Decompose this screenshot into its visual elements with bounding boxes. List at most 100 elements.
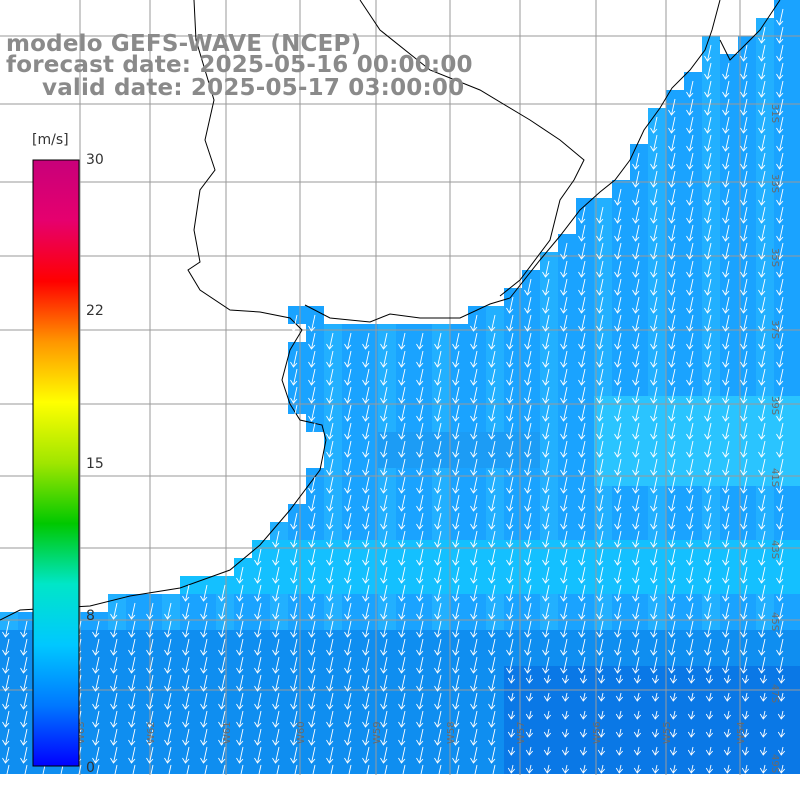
wind-vector	[470, 512, 478, 530]
longitude-label: W62	[146, 721, 157, 744]
wind-vector	[398, 602, 406, 620]
wind-vector	[632, 548, 640, 566]
wind-vector	[686, 170, 694, 188]
wind-vector	[704, 386, 712, 404]
wind-vector	[579, 692, 588, 702]
wind-vector	[758, 152, 766, 170]
wind-vector	[722, 386, 730, 404]
wind-speed-cell	[792, 342, 800, 360]
wind-vector	[506, 530, 514, 548]
wind-vector	[110, 710, 118, 728]
wind-vector	[254, 710, 262, 728]
wind-vector	[668, 368, 676, 386]
wind-speed-cell	[792, 36, 800, 54]
wind-vector	[579, 674, 588, 684]
wind-vector	[344, 494, 352, 512]
wind-vector	[741, 674, 750, 684]
wind-vector	[2, 674, 10, 692]
wind-vector	[434, 458, 442, 476]
wind-vector	[578, 206, 586, 224]
wind-vector	[326, 746, 334, 764]
wind-vector	[578, 584, 586, 602]
wind-vector	[560, 242, 568, 260]
wind-vector	[290, 404, 298, 422]
wind-vector	[110, 602, 118, 620]
wind-vector	[614, 224, 622, 242]
wind-vector	[218, 692, 226, 710]
wind-vector	[542, 368, 550, 386]
wind-vector	[758, 566, 766, 584]
wind-vector	[254, 746, 262, 764]
wind-vector	[344, 458, 352, 476]
wind-vector	[2, 728, 10, 746]
wind-vector	[668, 404, 676, 422]
wind-vector	[633, 674, 642, 684]
wind-vector	[380, 764, 388, 782]
wind-vector	[92, 656, 100, 674]
wind-vector	[2, 710, 10, 728]
wind-vector	[759, 692, 768, 702]
wind-vector	[380, 548, 388, 566]
wind-vector	[615, 746, 624, 756]
wind-vector	[272, 584, 280, 602]
wind-vector	[254, 674, 262, 692]
wind-vector	[200, 728, 208, 746]
wind-vector	[380, 746, 388, 764]
wind-speed-cell	[792, 270, 800, 288]
wind-vector	[470, 404, 478, 422]
wind-vector	[776, 206, 784, 224]
wind-vector	[686, 224, 694, 242]
wind-vector	[488, 710, 496, 728]
wind-vector	[452, 638, 460, 656]
wind-vector	[614, 458, 622, 476]
wind-vector	[704, 206, 712, 224]
wind-vector	[398, 584, 406, 602]
wind-vector	[110, 764, 118, 782]
wind-vector	[182, 620, 190, 638]
wind-vector	[272, 638, 280, 656]
wind-vector	[380, 674, 388, 692]
wind-vector	[272, 602, 280, 620]
wind-vector	[704, 188, 712, 206]
wind-vector	[722, 224, 730, 242]
wind-vector	[704, 530, 712, 548]
wind-vector	[524, 422, 532, 440]
wind-vector	[488, 530, 496, 548]
wind-vector	[344, 620, 352, 638]
wind-vector	[614, 548, 622, 566]
wind-vector	[254, 764, 262, 782]
wind-vector	[452, 476, 460, 494]
wind-vector	[308, 566, 316, 584]
wind-vector	[723, 746, 732, 756]
wind-vector	[614, 512, 622, 530]
wind-vector	[543, 764, 552, 774]
wind-vector	[758, 62, 766, 80]
wind-vector	[560, 584, 568, 602]
wind-vector	[668, 242, 676, 260]
wind-vector	[740, 260, 748, 278]
wind-vector	[507, 674, 516, 684]
wind-vector	[740, 314, 748, 332]
longitude-label: W60	[296, 721, 307, 744]
wind-vector	[686, 80, 694, 98]
wind-vector	[326, 404, 334, 422]
wind-vector	[704, 116, 712, 134]
wind-vector	[578, 638, 586, 656]
wind-vector	[686, 116, 694, 134]
wind-vector	[416, 566, 424, 584]
wind-vector	[578, 440, 586, 458]
wind-speed-cell	[792, 378, 800, 396]
wind-vector	[380, 332, 388, 350]
wind-vector	[578, 332, 586, 350]
wind-vector	[524, 656, 532, 674]
wind-vector	[452, 674, 460, 692]
wind-vector	[776, 548, 784, 566]
wind-vector	[236, 620, 244, 638]
wind-vector	[525, 692, 534, 702]
wind-vector	[596, 242, 604, 260]
wind-vector	[561, 674, 570, 684]
wind-vector	[740, 476, 748, 494]
longitude-label: W58	[446, 721, 457, 744]
wind-vector	[596, 296, 604, 314]
wind-vector	[758, 656, 766, 674]
